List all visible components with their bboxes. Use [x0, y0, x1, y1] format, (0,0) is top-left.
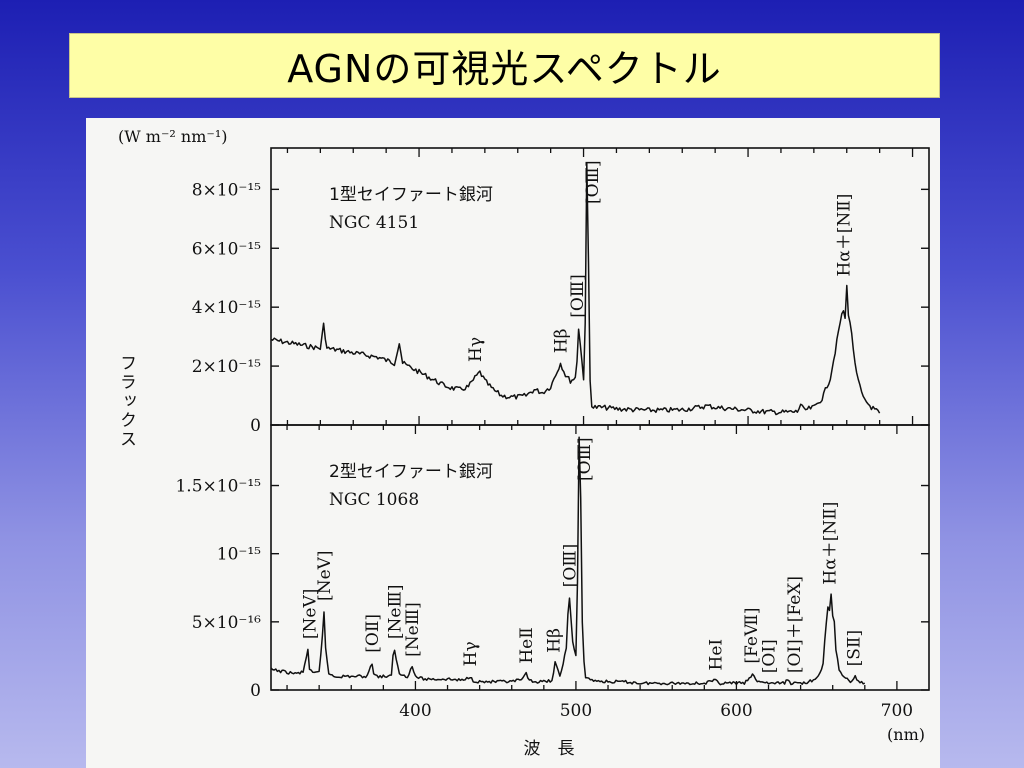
line-label: [OⅢ] — [575, 437, 595, 481]
x-unit-label: (nm) — [887, 725, 925, 744]
x-tick-label: 600 — [720, 701, 752, 721]
line-label: [OⅢ] — [561, 544, 581, 588]
line-label: Hβ — [552, 328, 572, 353]
line-label: [OⅡ] — [363, 614, 383, 653]
line-label: [NeⅢ] — [403, 602, 423, 657]
y-tick-label: 4×10⁻¹⁵ — [192, 298, 261, 318]
line-label: [NeⅢ] — [386, 584, 406, 639]
y-tick-label: 8×10⁻¹⁵ — [192, 180, 261, 200]
x-tick-label: 400 — [399, 701, 431, 721]
line-label: [SⅡ] — [845, 630, 865, 666]
line-label: [OⅢ] — [568, 274, 588, 318]
spectrum-line-1 — [270, 162, 881, 416]
x-tick-label: 500 — [560, 701, 592, 721]
y-tick-label: 0 — [250, 681, 261, 701]
panel-title: 2型セイファート銀河 — [329, 462, 493, 482]
line-label: [NeV] — [301, 589, 321, 639]
y-unit-label: (W m⁻² nm⁻¹) — [118, 127, 227, 146]
x-axis-label: 波 長 — [524, 739, 575, 759]
panel-frame — [270, 424, 930, 691]
line-label: Hβ — [544, 628, 564, 653]
y-axis-label: フラックス — [116, 354, 136, 449]
x-tick-label: 700 — [881, 701, 913, 721]
line-label: [OⅠ] — [760, 639, 780, 673]
y-tick-label: 1.5×10⁻¹⁵ — [175, 477, 261, 497]
panel-subtitle: NGC 1068 — [329, 490, 419, 510]
line-label: HeⅠ — [707, 639, 727, 671]
y-tick-label: 0 — [250, 416, 261, 436]
panel-title: 1型セイファート銀河 — [329, 185, 493, 205]
line-label: Hγ — [466, 337, 486, 362]
line-label: [FeⅦ] — [742, 608, 762, 664]
line-label: Hα＋[NⅡ] — [834, 194, 854, 277]
panel-1: 0 2×10⁻¹⁵ 4×10⁻¹⁵ 6×10⁻¹⁵ 8×10⁻¹⁵ 1型セイファート銀河 N… — [192, 147, 930, 436]
y-tick-label: 2×10⁻¹⁵ — [192, 357, 261, 377]
line-label: Hα＋[NⅡ] — [820, 502, 840, 585]
line-label: [OⅢ] — [583, 160, 603, 204]
y-tick-label: 10⁻¹⁵ — [217, 545, 261, 565]
line-label: [NeV] — [315, 550, 335, 600]
panel-2: 0 5×10⁻¹⁶ 10⁻¹⁵ 1.5×10⁻¹⁵ 400 500 600 700 2型セイファ… — [175, 424, 930, 721]
line-label: [OⅠ]＋[FeX] — [785, 576, 805, 673]
y-tick-label: 5×10⁻¹⁶ — [192, 613, 261, 633]
slide-title-box: AGNの可視光スペクトル — [69, 33, 940, 98]
y-tick-label: 6×10⁻¹⁵ — [192, 239, 261, 259]
line-label: Hγ — [461, 641, 481, 666]
spectrum-line-1 — [270, 436, 866, 686]
panel-subtitle: NGC 4151 — [329, 213, 419, 233]
spectrum-figure: (W m⁻² nm⁻¹) フラックス 波 長 (nm) 0 2×10⁻¹⁵ 4×10… — [86, 118, 940, 768]
slide-title: AGNの可視光スペクトル — [287, 47, 722, 91]
line-label: HeⅡ — [517, 627, 537, 663]
spectrum-chart: (W m⁻² nm⁻¹) フラックス 波 長 (nm) 0 2×10⁻¹⁵ 4×10… — [116, 127, 930, 759]
